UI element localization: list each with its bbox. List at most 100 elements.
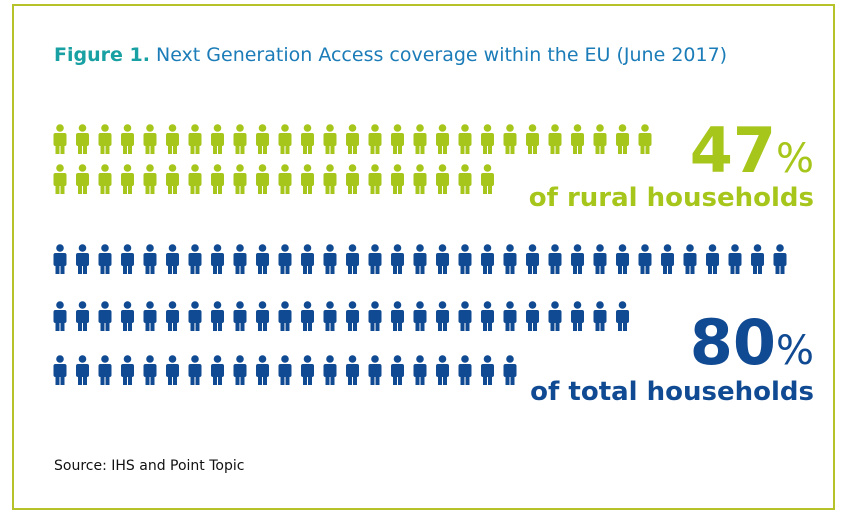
person-icon bbox=[481, 164, 494, 194]
person-icon bbox=[413, 124, 427, 154]
person-icon bbox=[526, 124, 539, 154]
person-icon bbox=[368, 355, 382, 385]
person-icon bbox=[346, 124, 359, 154]
person-icon bbox=[323, 301, 337, 331]
person-icon bbox=[301, 355, 314, 385]
person-icon bbox=[661, 244, 674, 274]
person-icon bbox=[458, 244, 472, 274]
person-icon bbox=[436, 244, 449, 274]
person-icon bbox=[166, 355, 179, 385]
person-icon bbox=[76, 164, 89, 194]
person-icon bbox=[121, 164, 134, 194]
person-icon bbox=[368, 124, 382, 154]
person-icon bbox=[121, 244, 134, 274]
person-icon bbox=[481, 244, 494, 274]
person-icon bbox=[98, 301, 112, 331]
person-icon bbox=[301, 164, 314, 194]
person-icon bbox=[368, 164, 382, 194]
person-icon bbox=[773, 244, 787, 274]
figure-caption: Figure 1. Next Generation Access coverag… bbox=[54, 44, 727, 66]
person-icon bbox=[413, 244, 427, 274]
person-icon bbox=[143, 164, 157, 194]
person-icon bbox=[458, 164, 472, 194]
person-icon bbox=[76, 301, 89, 331]
person-icon bbox=[121, 301, 134, 331]
person-icon bbox=[413, 355, 427, 385]
person-icon bbox=[233, 301, 247, 331]
person-icon bbox=[76, 244, 89, 274]
person-icon bbox=[143, 301, 157, 331]
rural-percentage: 47% bbox=[690, 120, 814, 182]
person-icon bbox=[481, 301, 494, 331]
total-percent-sign: % bbox=[775, 328, 814, 374]
person-icon bbox=[323, 124, 337, 154]
person-icon bbox=[143, 124, 157, 154]
person-icon bbox=[143, 244, 157, 274]
person-icon bbox=[458, 124, 472, 154]
person-icon bbox=[323, 164, 337, 194]
person-icon bbox=[211, 301, 224, 331]
person-icon bbox=[571, 301, 584, 331]
person-icon bbox=[458, 301, 472, 331]
person-icon bbox=[346, 244, 359, 274]
person-icon bbox=[706, 244, 719, 274]
person-icon bbox=[211, 355, 224, 385]
person-icon bbox=[76, 124, 89, 154]
person-icon bbox=[53, 301, 67, 331]
person-icon bbox=[188, 244, 202, 274]
person-icon bbox=[616, 301, 629, 331]
total-percentage: 80% bbox=[690, 312, 814, 374]
person-icon bbox=[301, 124, 314, 154]
person-icon bbox=[481, 124, 494, 154]
person-icon bbox=[53, 355, 67, 385]
total-value: 80 bbox=[689, 306, 776, 379]
rural-percent-sign: % bbox=[775, 136, 814, 182]
person-icon bbox=[436, 164, 449, 194]
person-icon bbox=[188, 124, 202, 154]
person-icon bbox=[391, 164, 404, 194]
person-icon bbox=[503, 301, 517, 331]
person-icon bbox=[571, 124, 584, 154]
person-icon bbox=[278, 244, 292, 274]
person-icon bbox=[751, 244, 764, 274]
person-icon bbox=[188, 355, 202, 385]
person-icon bbox=[256, 301, 269, 331]
person-icon bbox=[188, 164, 202, 194]
person-icon bbox=[391, 124, 404, 154]
person-icon bbox=[571, 244, 584, 274]
figure-label: Figure 1. bbox=[54, 44, 150, 66]
rural-label: of rural households bbox=[528, 183, 814, 213]
rural-value: 47 bbox=[689, 114, 776, 187]
person-icon bbox=[211, 124, 224, 154]
person-icon bbox=[346, 355, 359, 385]
person-icon bbox=[188, 301, 202, 331]
total-people-group bbox=[53, 244, 787, 385]
person-icon bbox=[481, 355, 494, 385]
person-icon bbox=[53, 244, 67, 274]
person-icon bbox=[391, 244, 404, 274]
person-icon bbox=[346, 301, 359, 331]
person-icon bbox=[616, 244, 629, 274]
person-icon bbox=[391, 301, 404, 331]
person-icon bbox=[593, 301, 607, 331]
person-icon bbox=[436, 124, 449, 154]
person-icon bbox=[436, 301, 449, 331]
person-icon bbox=[503, 244, 517, 274]
person-icon bbox=[121, 355, 134, 385]
person-icon bbox=[53, 124, 67, 154]
person-icon bbox=[121, 124, 134, 154]
person-icon bbox=[413, 164, 427, 194]
person-icon bbox=[278, 124, 292, 154]
person-icon bbox=[233, 244, 247, 274]
person-icon bbox=[638, 124, 652, 154]
person-icon bbox=[391, 355, 404, 385]
person-icon bbox=[548, 301, 562, 331]
person-icon bbox=[256, 355, 269, 385]
person-icon bbox=[98, 164, 112, 194]
source-note: Source: IHS and Point Topic bbox=[54, 458, 245, 474]
person-icon bbox=[211, 244, 224, 274]
person-icon bbox=[346, 164, 359, 194]
person-icon bbox=[98, 124, 112, 154]
figure-title: Next Generation Access coverage within t… bbox=[155, 44, 728, 66]
